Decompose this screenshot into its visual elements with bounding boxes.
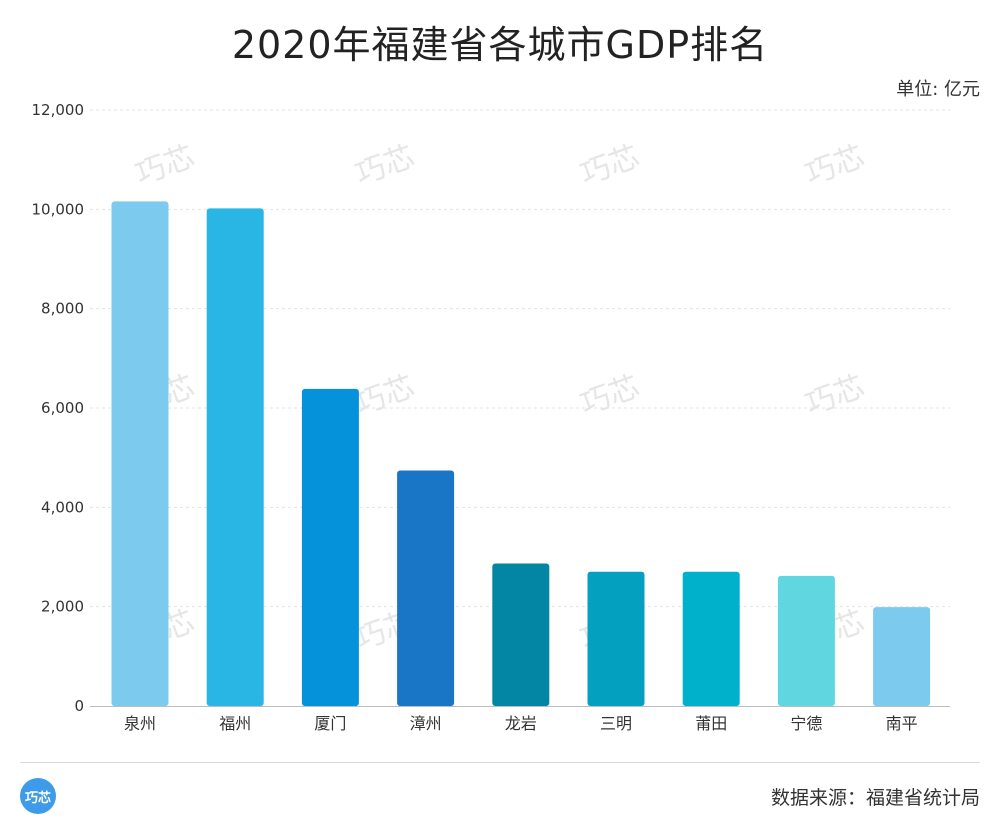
y-tick-label: 6,000	[41, 399, 84, 417]
y-tick-label: 4,000	[41, 498, 84, 516]
watermark: 巧芯	[576, 139, 644, 192]
bar-3	[301, 388, 359, 706]
watermark: 巧芯	[351, 369, 419, 422]
footer-divider	[20, 762, 980, 763]
x-tick-label: 南平	[886, 714, 918, 733]
y-tick-label: 0	[74, 697, 84, 715]
watermark: 巧芯	[801, 369, 869, 422]
y-tick-label: 12,000	[32, 101, 85, 119]
bar-1	[111, 201, 169, 706]
chart-title: 2020年福建省各城市GDP排名	[231, 23, 769, 67]
x-tick-label: 泉州	[124, 714, 156, 733]
y-tick-label: 8,000	[41, 300, 84, 318]
x-tick-label: 漳州	[410, 714, 442, 733]
bar-9	[873, 607, 931, 706]
x-tick-label: 福州	[219, 714, 251, 733]
x-tick-label: 宁德	[790, 714, 822, 733]
data-source: 数据来源：福建省统计局	[770, 787, 980, 809]
watermark: 巧芯	[131, 139, 199, 192]
bar-chart: 巧芯巧芯巧芯巧芯巧芯巧芯巧芯巧芯巧芯巧芯巧芯巧芯02,0004,0006,000…	[32, 101, 950, 733]
y-tick-label: 10,000	[32, 200, 85, 218]
bar-7	[682, 571, 740, 706]
x-tick-label: 三明	[600, 714, 632, 733]
x-tick-label: 莆田	[695, 714, 727, 733]
logo-icon: 巧芯	[20, 778, 56, 814]
unit-label: 单位: 亿元	[896, 79, 980, 100]
bar-6	[587, 571, 645, 706]
watermark: 巧芯	[576, 369, 644, 422]
bar-8	[777, 575, 835, 706]
bar-2	[206, 208, 264, 706]
bar-4	[397, 470, 455, 706]
x-tick-label: 厦门	[314, 714, 346, 733]
y-tick-label: 2,000	[41, 598, 84, 616]
watermark: 巧芯	[351, 139, 419, 192]
bar-5	[492, 563, 550, 706]
x-tick-label: 龙岩	[505, 714, 537, 733]
watermark: 巧芯	[801, 139, 869, 192]
